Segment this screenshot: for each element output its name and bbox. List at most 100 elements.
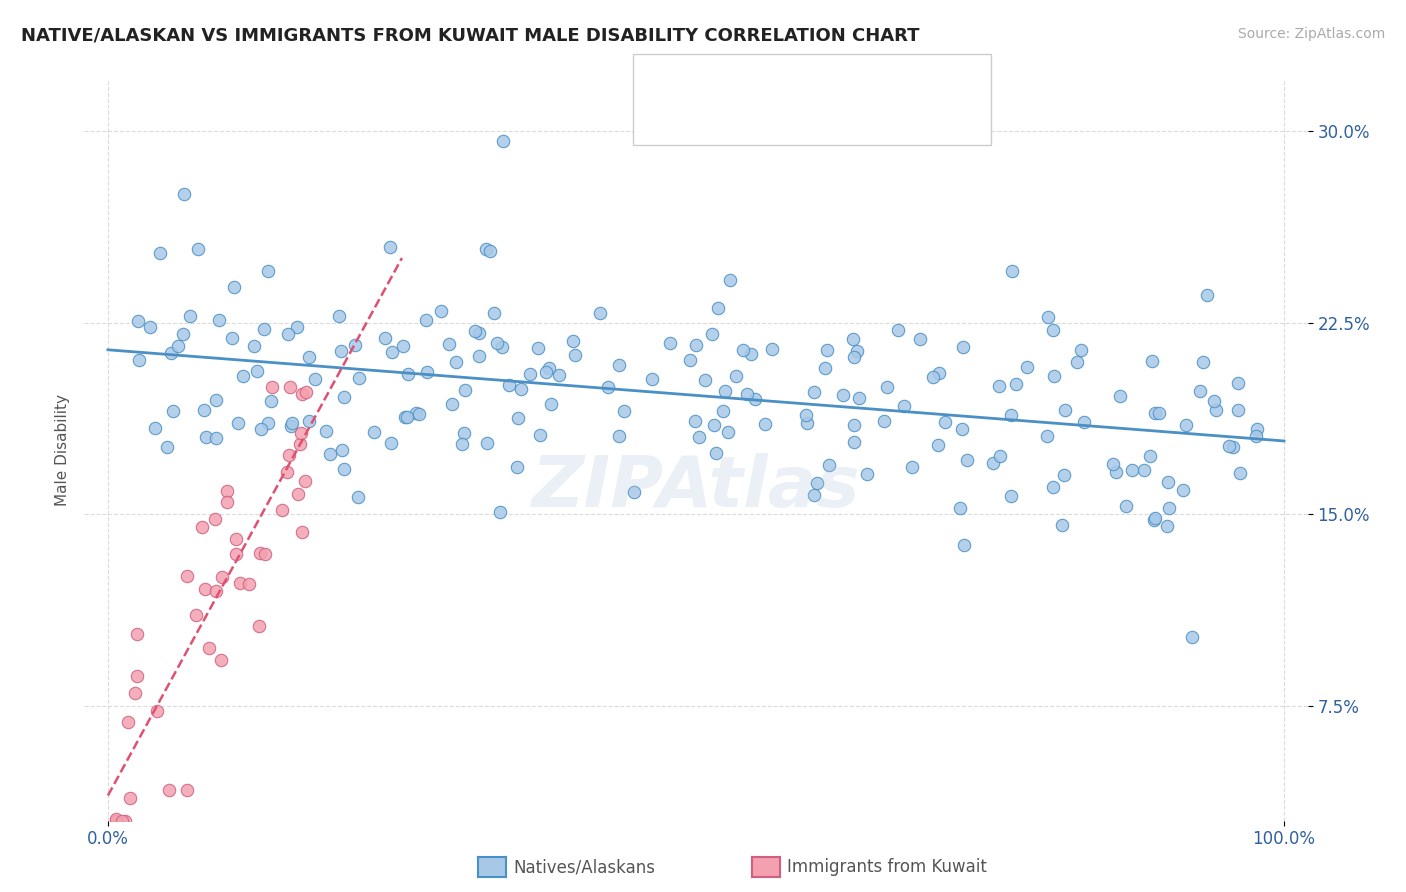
Point [848,391,870,405]
Point [1222,440,1244,454]
Text: N =: N = [799,65,851,83]
Point [208,313,231,327]
Point [934,415,956,429]
Point [529,428,551,442]
Point [1197,288,1219,302]
Point [704,446,727,460]
Point [408,407,430,421]
Point [893,399,915,413]
Point [1189,384,1212,398]
Point [818,458,841,472]
Point [117,715,139,730]
Point [949,501,972,516]
Point [484,305,506,319]
Point [194,430,217,444]
Point [1035,429,1057,443]
Point [540,397,562,411]
Point [547,368,569,382]
Point [291,524,314,539]
Point [328,309,350,323]
Point [475,243,498,257]
Point [922,369,945,384]
Point [1157,501,1180,516]
Point [815,343,838,358]
Point [679,353,702,368]
Point [374,331,396,345]
Point [454,383,477,397]
Point [1144,405,1167,419]
Point [564,348,586,362]
Point [290,437,312,451]
Point [396,410,419,425]
Point [498,377,520,392]
Point [209,653,232,667]
Point [298,414,321,428]
Text: ZIPAtlas: ZIPAtlas [531,453,860,522]
Point [1139,449,1161,463]
Point [439,336,461,351]
Text: 0.292: 0.292 [735,98,799,116]
Point [253,547,276,561]
Point [1115,499,1137,513]
Point [329,343,352,358]
Point [250,422,273,436]
Point [607,358,630,372]
Point [225,533,247,547]
Point [1226,376,1249,390]
Point [104,814,127,828]
Point [287,486,309,500]
Point [243,339,266,353]
Point [298,350,321,364]
Point [761,342,783,356]
Point [505,460,527,475]
Text: -0.216: -0.216 [735,65,800,83]
Point [1102,457,1125,471]
Point [873,413,896,427]
Point [204,511,226,525]
Point [844,350,866,364]
Point [405,406,427,420]
Point [277,448,299,462]
Point [246,364,269,378]
Point [842,434,865,449]
Point [295,385,318,400]
Point [249,545,271,559]
Point [294,474,316,488]
Point [187,242,209,256]
Point [509,382,531,396]
Point [173,186,195,201]
Point [700,327,723,342]
Text: NATIVE/ALASKAN VS IMMIGRANTS FROM KUWAIT MALE DISABILITY CORRELATION CHART: NATIVE/ALASKAN VS IMMIGRANTS FROM KUWAIT… [21,27,920,45]
Point [731,343,754,358]
Text: 198: 198 [852,65,890,83]
Point [205,393,228,408]
Point [176,569,198,583]
Point [271,502,294,516]
Point [415,364,437,378]
Point [381,345,404,359]
Point [124,686,146,700]
Point [927,437,949,451]
Point [489,505,512,519]
Point [464,324,486,338]
Point [1175,418,1198,433]
Point [928,366,950,380]
Point [475,435,498,450]
Point [538,361,561,376]
Point [796,416,818,430]
Point [252,322,274,336]
Point [391,339,413,353]
Point [225,547,247,561]
Point [561,334,583,348]
Point [842,332,865,346]
Point [304,372,326,386]
Point [128,353,150,368]
Point [224,280,246,294]
Point [711,404,734,418]
Point [396,367,419,381]
Point [952,538,974,552]
Text: Immigrants from Kuwait: Immigrants from Kuwait [787,858,987,876]
Point [952,340,974,354]
Point [446,354,468,368]
Point [1017,360,1039,375]
